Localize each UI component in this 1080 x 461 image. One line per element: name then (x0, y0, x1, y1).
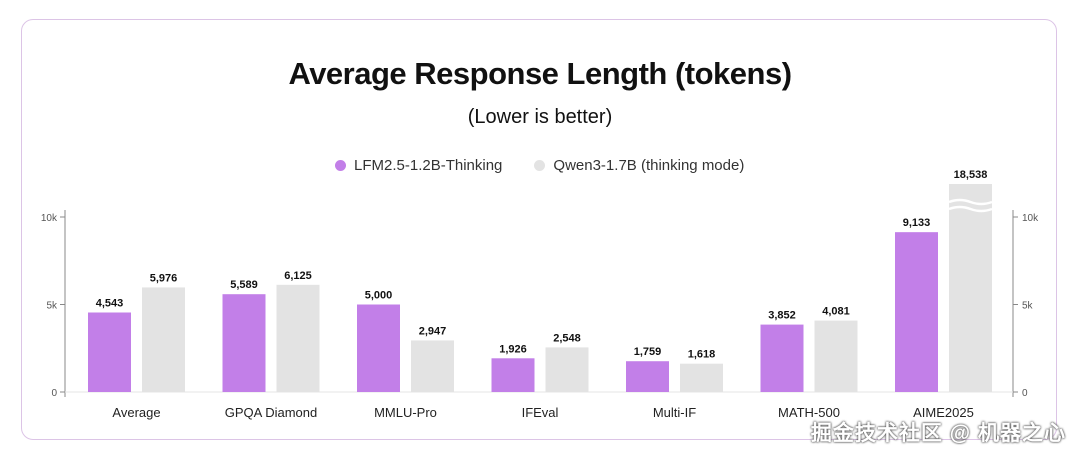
legend-item-lfm: LFM2.5-1.2B-Thinking (335, 157, 502, 174)
bar (357, 304, 400, 392)
legend: LFM2.5-1.2B-Thinking Qwen3-1.7B (thinkin… (335, 157, 766, 174)
axis-break-mark (948, 198, 993, 206)
data-label: 18,538 (954, 169, 988, 181)
data-label: 1,759 (634, 346, 662, 358)
x-tick-label: Multi-IF (653, 405, 696, 420)
legend-swatch-qwen (534, 160, 546, 171)
data-label: 3,852 (768, 310, 796, 322)
data-label: 1,618 (688, 349, 716, 361)
x-tick-label: MMLU-Pro (374, 405, 437, 420)
data-label: 4,081 (822, 306, 850, 318)
data-label: 6,125 (284, 270, 312, 282)
bar (142, 287, 185, 392)
legend-label-qwen: Qwen3-1.7B (thinking mode) (553, 157, 745, 174)
legend-item-qwen: Qwen3-1.7B (thinking mode) (534, 157, 744, 174)
data-label: 5,000 (365, 290, 393, 302)
bar (626, 361, 669, 392)
data-label: 1,926 (499, 343, 527, 355)
data-label: 9,133 (903, 217, 931, 229)
y-tick-label-right: 5k (1022, 301, 1034, 312)
chart-subtitle: (Lower is better) (467, 106, 613, 128)
bar (222, 294, 266, 392)
chart-card (21, 19, 1057, 440)
chart-title: Average Response Length (tokens) (288, 56, 792, 91)
data-label: 5,589 (230, 279, 258, 291)
data-label: 5,976 (150, 272, 178, 284)
legend-swatch-lfm (335, 160, 346, 171)
y-tick-label-left: 10k (41, 213, 58, 224)
bar (680, 363, 723, 392)
x-tick-label: AIME2025 (913, 405, 974, 420)
x-tick-label: IFEval (522, 405, 559, 420)
y-tick-label-right: 10k (1022, 213, 1039, 224)
x-tick-label: GPQA Diamond (225, 405, 318, 420)
data-label: 4,543 (96, 297, 124, 309)
y-tick-label-left: 0 (51, 388, 57, 399)
bar (814, 320, 858, 392)
x-tick-label: Average (112, 405, 160, 420)
bar (760, 324, 804, 392)
bar (276, 284, 320, 392)
data-label: 2,548 (553, 332, 581, 344)
axis-break-mark (948, 205, 993, 213)
x-tick-label: MATH-500 (778, 405, 840, 420)
bar (411, 340, 454, 392)
bar (491, 358, 535, 392)
bar (545, 347, 589, 392)
watermark: 掘金技术社区 @ 机器之心 (810, 422, 1066, 445)
bar (895, 232, 938, 392)
legend-label-lfm: LFM2.5-1.2B-Thinking (354, 157, 503, 174)
bar (88, 312, 131, 392)
data-label: 2,947 (419, 325, 447, 337)
y-tick-label-left: 5k (46, 301, 58, 312)
y-tick-label-right: 0 (1022, 388, 1028, 399)
bar (949, 184, 992, 392)
